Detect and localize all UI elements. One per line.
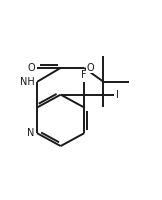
Text: O: O <box>27 63 35 73</box>
Text: NH: NH <box>20 77 35 87</box>
Text: N: N <box>27 128 34 138</box>
Text: O: O <box>86 63 94 73</box>
Text: F: F <box>81 70 87 80</box>
Text: I: I <box>116 90 119 100</box>
